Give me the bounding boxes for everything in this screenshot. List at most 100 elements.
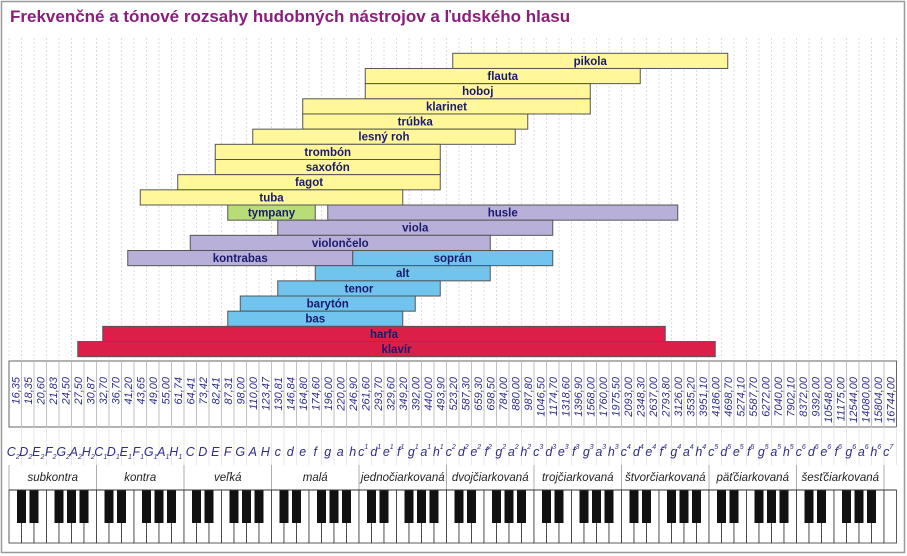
black-key bbox=[279, 490, 289, 523]
note-letter: c bbox=[883, 445, 890, 459]
note-letter: H bbox=[82, 445, 92, 459]
note-subscript: 1 bbox=[103, 454, 107, 461]
black-key bbox=[517, 490, 526, 523]
black-key bbox=[17, 490, 26, 523]
frequency-value: 1046,50 bbox=[535, 376, 547, 417]
note-superscript: 6 bbox=[827, 444, 831, 451]
note-superscript: 2 bbox=[464, 444, 469, 451]
note-name: a6 bbox=[858, 444, 869, 459]
black-key bbox=[404, 490, 414, 523]
note-name: h bbox=[349, 445, 356, 459]
frequency-value: 7040,00 bbox=[773, 376, 785, 417]
frequency-value: 440,00 bbox=[423, 376, 435, 411]
note-name: E bbox=[211, 445, 220, 459]
frequency-value: 261,60 bbox=[360, 376, 372, 412]
black-key bbox=[717, 490, 726, 523]
note-letter: f bbox=[485, 445, 490, 459]
note-name: d3 bbox=[545, 444, 556, 459]
black-key bbox=[254, 490, 264, 523]
note-name: c bbox=[275, 445, 282, 459]
black-key bbox=[842, 490, 851, 523]
note-letter: e bbox=[820, 445, 827, 459]
note-letter: F bbox=[132, 445, 141, 459]
note-letter: a bbox=[595, 445, 602, 459]
frequency-value: 698,50 bbox=[485, 376, 497, 411]
note-letter: a bbox=[420, 445, 427, 459]
black-key bbox=[554, 490, 564, 523]
instrument-label: husle bbox=[488, 208, 518, 220]
note-superscript: 2 bbox=[514, 444, 519, 451]
note-name: C2 bbox=[7, 445, 20, 461]
note-letter: g bbox=[845, 445, 852, 459]
note-name: e3 bbox=[558, 444, 569, 459]
frequency-value: 123,47 bbox=[260, 376, 272, 411]
note-letter: c bbox=[275, 445, 282, 459]
instrument-label: barytón bbox=[307, 299, 349, 311]
note-letter: F bbox=[45, 445, 54, 459]
note-name: g bbox=[324, 445, 331, 459]
black-key bbox=[329, 490, 339, 523]
note-letter: f bbox=[572, 445, 577, 459]
note-name: a5 bbox=[770, 444, 781, 459]
instrument-label: viola bbox=[402, 223, 429, 235]
note-name: e bbox=[299, 445, 306, 459]
instrument-bar-bas: bas bbox=[227, 310, 404, 327]
note-subscript: 2 bbox=[77, 454, 82, 461]
note-letter: A bbox=[248, 445, 257, 459]
note-letter: C bbox=[94, 445, 104, 459]
note-letter: c bbox=[446, 445, 453, 459]
note-name: d1 bbox=[370, 444, 381, 459]
frequency-table: 16,35 18,35 20,60 21,83 24,50 27,50 30,87 32,70… bbox=[8, 360, 897, 428]
note-superscript: 1 bbox=[415, 444, 419, 451]
instrument-label: violončelo bbox=[312, 238, 369, 250]
note-letter: E bbox=[211, 445, 220, 459]
note-letter: g bbox=[670, 445, 677, 459]
note-letter: f bbox=[747, 445, 752, 459]
note-superscript: 6 bbox=[865, 444, 869, 451]
note-name: f5 bbox=[747, 444, 754, 459]
octave-label: kontra bbox=[124, 472, 156, 484]
octave-label: subkontra bbox=[27, 472, 78, 484]
black-key bbox=[29, 490, 39, 523]
note-name: h5 bbox=[783, 444, 794, 459]
note-name: f3 bbox=[572, 444, 579, 459]
note-name: d bbox=[287, 445, 295, 459]
note-letter: H bbox=[169, 445, 179, 459]
note-letter: h bbox=[608, 445, 615, 459]
note-letter: d bbox=[287, 445, 295, 459]
black-key bbox=[417, 490, 426, 523]
black-key bbox=[729, 490, 739, 523]
black-key bbox=[229, 490, 239, 523]
instrument-bar-alt: alt bbox=[314, 265, 491, 282]
octave-label: malá bbox=[303, 472, 329, 484]
frequency-value: 16744,00 bbox=[885, 376, 897, 423]
note-letter: h bbox=[349, 445, 356, 459]
black-key bbox=[804, 490, 814, 523]
instrument-bar-trombón: trombón bbox=[214, 143, 441, 160]
note-name: h1 bbox=[433, 444, 444, 459]
note-letter: a bbox=[337, 445, 344, 459]
frequency-value: 12544,00 bbox=[848, 376, 860, 423]
frequency-value: 523,20 bbox=[448, 376, 460, 411]
note-letter: C bbox=[7, 445, 17, 459]
note-letter: g bbox=[758, 445, 765, 459]
note-name: A1 bbox=[156, 445, 169, 461]
note-superscript: 2 bbox=[451, 444, 456, 451]
note-superscript: 1 bbox=[427, 444, 431, 451]
note-letter: g bbox=[324, 445, 331, 459]
note-name: H2 bbox=[82, 445, 95, 461]
frequency-value: 8372,00 bbox=[798, 376, 810, 417]
black-key bbox=[454, 490, 464, 523]
frequency-value: 87,31 bbox=[223, 377, 235, 405]
note-name: a3 bbox=[595, 444, 606, 459]
frequency-value: 3126,00 bbox=[673, 376, 685, 417]
note-letter: a bbox=[508, 445, 515, 459]
note-name: C1 bbox=[94, 445, 107, 461]
note-name: d5 bbox=[720, 444, 731, 459]
note-superscript: 2 bbox=[526, 444, 531, 451]
note-superscript: 6 bbox=[815, 444, 819, 451]
frequency-value: 21,83 bbox=[48, 376, 60, 405]
note-name: D bbox=[198, 445, 207, 459]
black-key bbox=[142, 490, 151, 523]
frequency-value: 1975,50 bbox=[610, 376, 622, 417]
